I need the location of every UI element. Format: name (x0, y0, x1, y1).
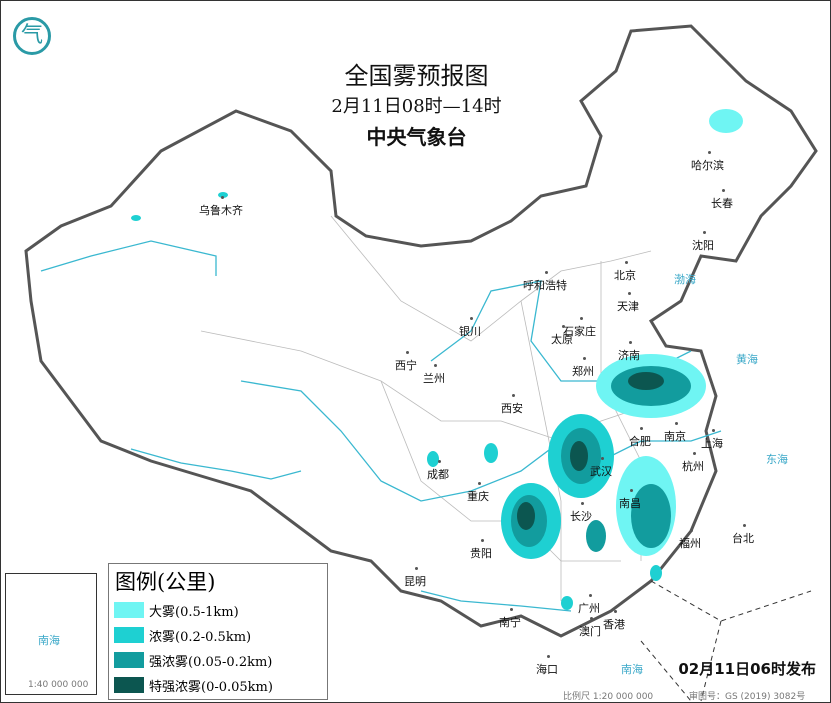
city-label: 长沙 (570, 502, 592, 523)
city-label: 成都 (427, 460, 449, 481)
city-label: 合肥 (629, 427, 651, 448)
city-label: 香港 (603, 610, 625, 631)
city-label: 沈阳 (692, 231, 714, 252)
inset-scale: 1:40 000 000 (28, 680, 89, 690)
legend-item: 大雾(0.5-1km) (114, 599, 327, 621)
fog-area-heavy (650, 565, 662, 581)
fog-area-dense (631, 484, 671, 548)
city-label: 昆明 (404, 567, 426, 588)
sea-label: 南海 (621, 663, 643, 676)
sea-label: 东海 (766, 453, 788, 466)
sea-label: 渤海 (674, 273, 696, 286)
city-label: 重庆 (467, 482, 489, 503)
city-label: 呼和浩特 (523, 271, 567, 292)
city-label: 济南 (618, 341, 640, 362)
city-label: 杭州 (682, 452, 704, 473)
city-label: 西安 (501, 394, 523, 415)
legend: 图例(公里) 大雾(0.5-1km) 浓雾(0.2-0.5km) 强浓雾(0.0… (108, 563, 328, 700)
city-label: 广州 (578, 594, 600, 615)
legend-swatch (114, 677, 144, 693)
time-range: 2月11日08时—14时 (331, 96, 502, 117)
city-label: 银川 (459, 317, 481, 338)
city-label: 太原 (551, 325, 573, 346)
legend-label: 大雾(0.5-1km) (149, 604, 239, 620)
fog-area-heavy (586, 520, 606, 552)
legend-label: 浓雾(0.2-0.5km) (149, 629, 252, 645)
legend-label: 强浓雾(0.05-0.2km) (149, 654, 273, 670)
legend-swatch (114, 627, 144, 643)
fog-area-extreme (628, 372, 664, 390)
inset-sea-label: 南海 (38, 634, 60, 647)
city-label: 南宁 (499, 608, 521, 629)
city-label: 贵阳 (470, 539, 492, 560)
legend-label: 特强浓雾(0-0.05km) (149, 679, 273, 695)
legend-swatch (114, 602, 144, 618)
cma-logo: 气 (13, 17, 51, 55)
map-scale: 比例尺 1:20 000 000 (563, 692, 654, 702)
city-label: 西宁 (395, 351, 417, 372)
legend-swatch (114, 652, 144, 668)
fog-area-extreme (517, 502, 535, 530)
map-title: 全国雾预报图 (344, 62, 489, 90)
fog-area-heavy (131, 215, 141, 221)
city-label: 北京 (614, 261, 636, 282)
city-label: 郑州 (572, 357, 594, 378)
city-label: 海口 (536, 655, 558, 676)
city-label: 长春 (711, 189, 733, 210)
issue-time: 02月11日06时发布 (678, 660, 816, 678)
fog-area-heavy (561, 596, 573, 610)
china-border (24, 24, 818, 638)
city-label: 石家庄 (563, 317, 596, 338)
city-label: 台北 (732, 524, 754, 545)
fog-area-heavy (427, 451, 439, 467)
legend-item: 浓雾(0.2-0.5km) (114, 624, 327, 646)
fog-area-heavy (218, 192, 228, 198)
coastline-dash (640, 580, 812, 702)
legend-title: 图例(公里) (115, 570, 216, 594)
city-label: 上海 (701, 429, 723, 450)
city-label: 福州 (679, 529, 701, 550)
sea-label: 黄海 (736, 353, 758, 366)
fog-area-extreme (570, 441, 588, 471)
fog-area-heavy (484, 443, 498, 463)
legend-item: 强浓雾(0.05-0.2km) (114, 649, 327, 671)
issuer: 中央气象台 (366, 125, 467, 149)
south-china-sea-inset: 南海 1:40 000 000 (5, 573, 97, 695)
city-label: 天津 (617, 292, 639, 313)
legend-item: 特强浓雾(0-0.05km) (114, 674, 327, 696)
city-label: 哈尔滨 (691, 151, 724, 172)
city-label: 乌鲁木齐 (199, 196, 243, 217)
city-label: 南昌 (619, 489, 641, 510)
city-label: 兰州 (423, 364, 445, 385)
city-label: 武汉 (590, 457, 612, 478)
map-approval-number: 审图号：GS (2019) 3082号 (689, 692, 806, 702)
city-label: 澳门 (579, 617, 601, 638)
fog-areas (131, 109, 743, 610)
fog-area-heavy (709, 109, 743, 133)
city-label: 南京 (664, 422, 686, 443)
